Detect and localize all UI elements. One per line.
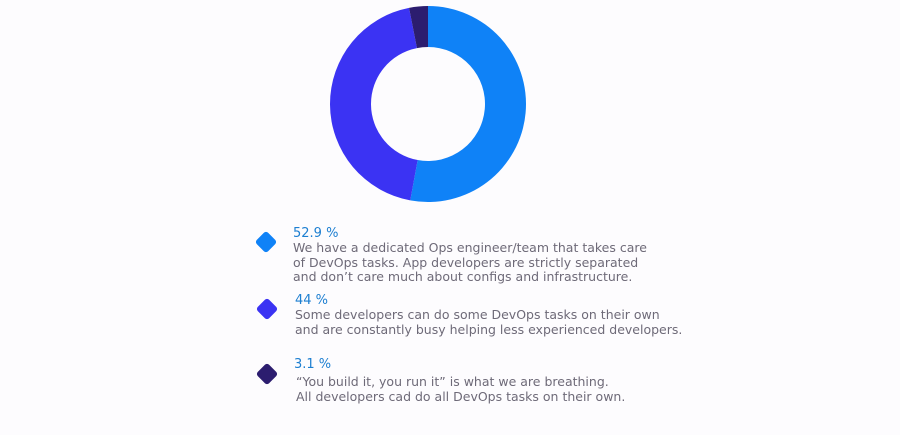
description-line: and don’t care much about configs and in… — [293, 269, 633, 284]
description-line: All developers cad do all DevOps tasks o… — [296, 388, 626, 404]
legend-marker — [254, 230, 278, 254]
legend-description: “You build it, you run it” is what we ar… — [296, 374, 626, 404]
legend-percentage: 52.9 % — [293, 226, 339, 241]
legend-marker — [255, 297, 279, 321]
donut-slice-1 — [330, 7, 418, 201]
donut-slice-0 — [410, 6, 527, 202]
legend-percentage: 3.1 % — [294, 357, 332, 372]
legend-percentage: 44 % — [295, 293, 329, 308]
description-line: of DevOps tasks. App developers are stri… — [293, 254, 639, 270]
description-line: Some developers can do some DevOps tasks… — [295, 307, 660, 322]
description-line: We have a dedicated Ops engineer/team th… — [293, 240, 647, 255]
donut-slice-2 — [409, 6, 428, 49]
description-line: and are constantly busy helping less exp… — [295, 321, 683, 337]
donut-chart — [330, 6, 527, 202]
legend-description: We have a dedicated Ops engineer/team th… — [293, 240, 647, 285]
description-line: “You build it, you run it” is what we ar… — [296, 374, 609, 389]
legend-description: Some developers can do some DevOps tasks… — [295, 307, 683, 337]
legend-marker — [255, 362, 279, 386]
